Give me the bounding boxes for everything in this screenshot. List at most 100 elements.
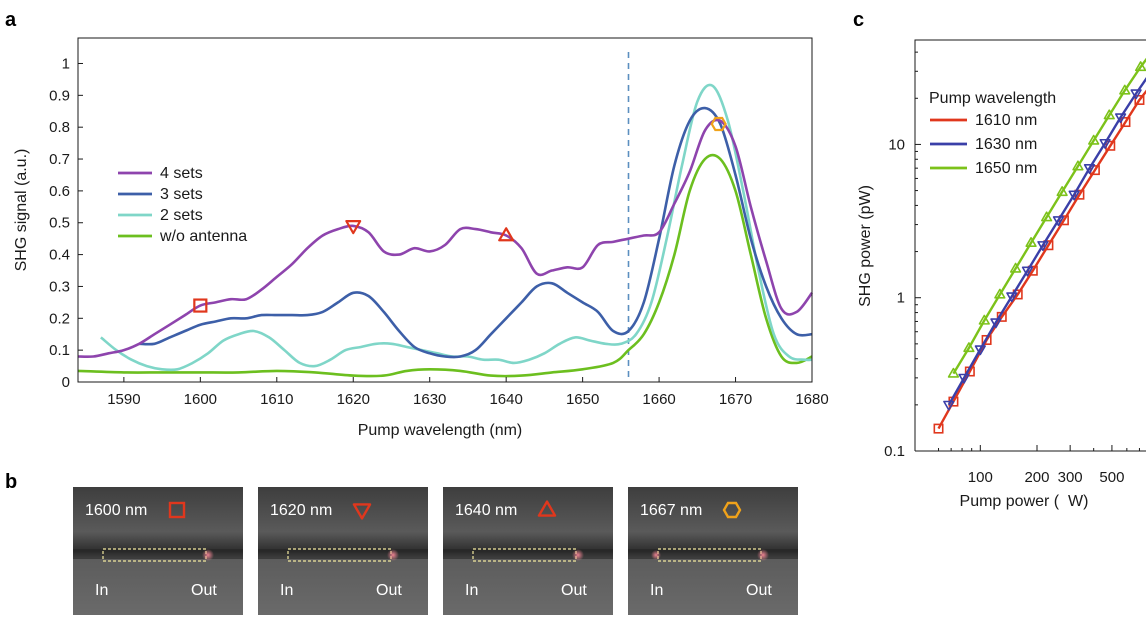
panel-b-antenna-region bbox=[102, 548, 207, 562]
panel-a-chart: 4 sets 3 sets 2 sets w/o antenna 1590 1600 16… bbox=[13, 37, 829, 439]
panel-a-legend-label: 4 sets bbox=[160, 165, 203, 182]
panel-b-marker-down-triangle bbox=[352, 503, 372, 520]
panel-c-data-point bbox=[1103, 109, 1115, 120]
panel-b-waveguide bbox=[628, 549, 798, 559]
panel-a-legend-label: 3 sets bbox=[160, 186, 203, 203]
panel-c-data-point bbox=[943, 400, 955, 411]
panel-c-data-point bbox=[947, 367, 960, 378]
panel-c-data-point bbox=[963, 342, 975, 353]
panel-c-ylabel: SHG power (pW) bbox=[857, 185, 874, 307]
panel-c-series-line bbox=[937, 89, 1146, 430]
panel-c-data-point bbox=[1021, 266, 1034, 277]
panel-c-data-point bbox=[1130, 89, 1142, 100]
panel-c-xtick-label: 100 bbox=[968, 469, 993, 486]
panel-c-data-point bbox=[1056, 186, 1068, 197]
panel-a-marker-up-triangle bbox=[498, 227, 515, 242]
panel-a-ytick-label: 0.8 bbox=[49, 119, 70, 136]
panel-a-xtick-label: 1620 bbox=[337, 391, 370, 408]
panel-a-xtick-label: 1680 bbox=[795, 391, 828, 408]
panel-c-letter: c bbox=[853, 9, 864, 31]
panel-a-xtick-label: 1590 bbox=[107, 391, 140, 408]
panel-c-data-point bbox=[1072, 160, 1084, 171]
panel-c-data-point bbox=[1099, 138, 1111, 149]
panel-a-ytick-label: 0.3 bbox=[49, 278, 70, 295]
panel-c-data-point bbox=[978, 314, 990, 325]
panel-b-marker-up-triangle bbox=[537, 500, 557, 517]
panel-a-xtick-label: 1640 bbox=[489, 391, 522, 408]
panel-c-data-point bbox=[1134, 61, 1146, 72]
panel-b-image-3: 1640 nm In Out bbox=[443, 487, 613, 615]
panel-b-letter: b bbox=[5, 471, 17, 493]
panel-b-marker-hexagon bbox=[722, 501, 742, 519]
panel-b-output-spot bbox=[202, 549, 214, 561]
panel-b-in-label: In bbox=[465, 582, 478, 599]
panel-a-ytick-label: 0.6 bbox=[49, 183, 70, 200]
panel-b-antenna-region bbox=[287, 548, 392, 562]
panel-c-legend-label: 1630 nm bbox=[975, 136, 1037, 153]
panel-c-data-point bbox=[1083, 164, 1096, 175]
panel-c-data-point bbox=[981, 334, 992, 345]
panel-b-image-4: 1667 nm In Out bbox=[628, 487, 798, 615]
panel-b-output-spot bbox=[757, 549, 769, 561]
panel-a-xtick-label: 1610 bbox=[260, 391, 293, 408]
panel-c-data-point bbox=[1114, 113, 1127, 124]
panel-c-data-point bbox=[1052, 216, 1065, 227]
panel-b-out-label: Out bbox=[746, 582, 772, 599]
panel-b-waveguide bbox=[73, 549, 243, 559]
panel-a-xtick-label: 1650 bbox=[566, 391, 599, 408]
panel-a-xlabel: Pump wavelength (nm) bbox=[358, 422, 523, 439]
panel-c-data-point bbox=[994, 288, 1006, 299]
panel-c-data-point bbox=[1134, 94, 1145, 105]
panel-a-frame bbox=[77, 37, 813, 383]
panel-c-ytick-label: 1 bbox=[897, 290, 905, 307]
panel-c-data-point bbox=[1025, 237, 1037, 248]
panel-a-legend-label: w/o antenna bbox=[159, 228, 247, 245]
panel-b-waveguide bbox=[258, 549, 428, 559]
panel-c-legend-label: 1650 nm bbox=[975, 160, 1037, 177]
panel-a-ylabel: SHG signal (a.u.) bbox=[13, 149, 30, 272]
panel-c-legend-label: 1610 nm bbox=[975, 112, 1037, 129]
panel-a-series-line bbox=[100, 83, 813, 372]
panel-b-wavelength-label: 1667 nm bbox=[640, 502, 702, 519]
panel-c-data-point bbox=[1037, 241, 1049, 252]
panel-b-waveguide bbox=[443, 549, 613, 559]
panel-b-out-label: Out bbox=[376, 582, 402, 599]
panel-a-xtick-label: 1660 bbox=[642, 391, 675, 408]
panel-c-data-point bbox=[990, 318, 1002, 329]
panel-c-ytick-label: 0.1 bbox=[884, 443, 905, 460]
panel-c-xtick-label: 300 bbox=[1058, 469, 1083, 486]
panel-c-data-point bbox=[958, 373, 970, 384]
panel-b-image-1: 1600 nm In Out bbox=[73, 487, 243, 615]
panel-a-series-line bbox=[77, 118, 814, 359]
panel-b-in-label: In bbox=[650, 582, 663, 599]
panel-c-chart: 0.1 1 10 100 200 300 500 Pump wavelength 1610 n… bbox=[857, 39, 1146, 510]
panel-c-legend: Pump wavelength 1610 nm 1630 nm 1650 nm bbox=[929, 90, 1056, 177]
panel-c-data-point bbox=[1040, 211, 1053, 222]
panel-b-input-spot bbox=[651, 550, 661, 560]
panel-c-data-point bbox=[974, 345, 986, 356]
panel-a-ytick-label: 0.5 bbox=[49, 215, 70, 232]
panel-a-ytick-label: 0.2 bbox=[49, 310, 70, 327]
panel-c-data-point bbox=[1088, 134, 1100, 145]
panel-b-wavelength-label: 1640 nm bbox=[455, 502, 517, 519]
panel-c-data-point bbox=[1006, 292, 1018, 303]
panel-c-series-line bbox=[947, 77, 1146, 406]
panel-a-ytick-label: 0.9 bbox=[49, 87, 70, 104]
panel-a-ytick-label: 0 bbox=[62, 374, 70, 391]
panel-b-antenna-region bbox=[472, 548, 577, 562]
panel-c-frame-top-left bbox=[914, 39, 1146, 451]
panel-b-out-label: Out bbox=[561, 582, 587, 599]
panel-b-output-spot bbox=[572, 549, 584, 561]
panel-a-series-line bbox=[139, 106, 813, 359]
panel-b-wavelength-label: 1620 nm bbox=[270, 502, 332, 519]
panel-b-in-label: In bbox=[280, 582, 293, 599]
panel-c-data-point bbox=[1119, 84, 1131, 95]
panel-c-xtick-label: 500 bbox=[1099, 469, 1124, 486]
panel-b-antenna-region bbox=[657, 548, 762, 562]
panel-c-xtick-label: 200 bbox=[1024, 469, 1049, 486]
panel-c-data-point bbox=[1009, 262, 1022, 273]
panel-b-marker-square bbox=[168, 501, 186, 519]
panel-a-xtick-label: 1670 bbox=[719, 391, 752, 408]
panel-a-ytick-label: 0.7 bbox=[49, 151, 70, 168]
